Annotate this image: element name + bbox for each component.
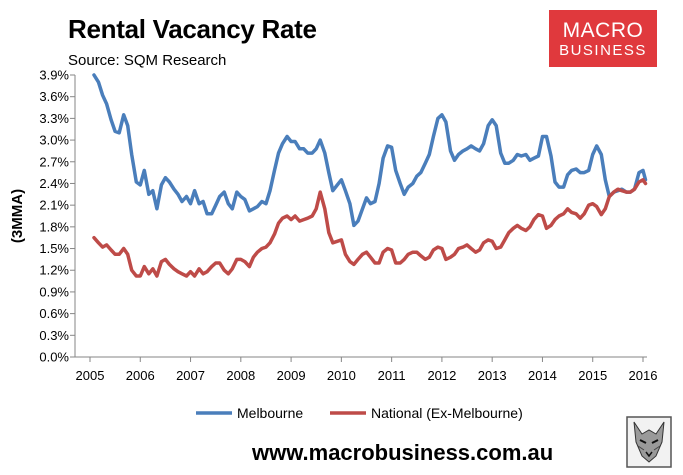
x-tick-label: 2011	[378, 368, 406, 383]
x-tick-label: 2010	[327, 368, 356, 383]
y-tick-label: 0.3%	[39, 328, 69, 343]
y-tick-label: 3.3%	[39, 111, 69, 126]
chart-title: Rental Vacancy Rate	[68, 14, 317, 44]
wolf-logo-icon	[626, 416, 672, 468]
series-line-melbourne	[92, 73, 648, 228]
y-tick-label: 0.0%	[39, 350, 69, 365]
x-tick-label: 2012	[427, 368, 456, 383]
y-tick-label: 0.9%	[39, 284, 69, 299]
x-tick-label: 2013	[478, 368, 507, 383]
y-tick-label: 0.6%	[39, 306, 69, 321]
legend-label: National (Ex-Melbourne)	[371, 405, 523, 421]
y-tick-label: 1.8%	[39, 219, 69, 234]
x-tick-label: 2016	[629, 368, 658, 383]
x-tick-label: 2008	[226, 368, 255, 383]
x-tick-label: 2015	[578, 368, 607, 383]
y-tick-label: 3.9%	[39, 68, 69, 83]
y-tick-label: 3.6%	[39, 89, 69, 104]
chart-axes: 0.0% 0.3% 0.6% 0.9% 1.2% 1.5% 1.8% 2.1% 2.4% 2.7%…	[9, 68, 657, 384]
chart-series	[92, 73, 648, 278]
y-tick-label: 3.0%	[39, 133, 69, 148]
macrobusiness-logo: MACRO BUSINESS	[549, 10, 657, 67]
x-tick-label: 2014	[528, 368, 557, 383]
footer-url: www.macrobusiness.com.au	[252, 440, 554, 465]
y-tick-label: 1.5%	[39, 241, 69, 256]
chart-legend: Melbourne National (Ex-Melbourne)	[196, 405, 523, 421]
logo-line-2: BUSINESS	[559, 41, 647, 59]
x-tick-label: 2005	[76, 368, 105, 383]
y-tick-label: 1.2%	[39, 263, 69, 278]
logo-line-1: MACRO	[562, 18, 644, 42]
y-tick-label: 2.7%	[39, 154, 69, 169]
series-line-national	[92, 178, 648, 278]
legend-label: Melbourne	[237, 405, 303, 421]
y-tick-label: 2.1%	[39, 198, 69, 213]
x-tick-label: 2009	[277, 368, 306, 383]
y-axis-label: (3MMA)	[9, 189, 26, 243]
x-tick-label: 2007	[176, 368, 205, 383]
y-tick-label: 2.4%	[39, 176, 69, 191]
x-tick-label: 2006	[126, 368, 155, 383]
chart-subtitle: Source: SQM Research	[68, 52, 227, 69]
